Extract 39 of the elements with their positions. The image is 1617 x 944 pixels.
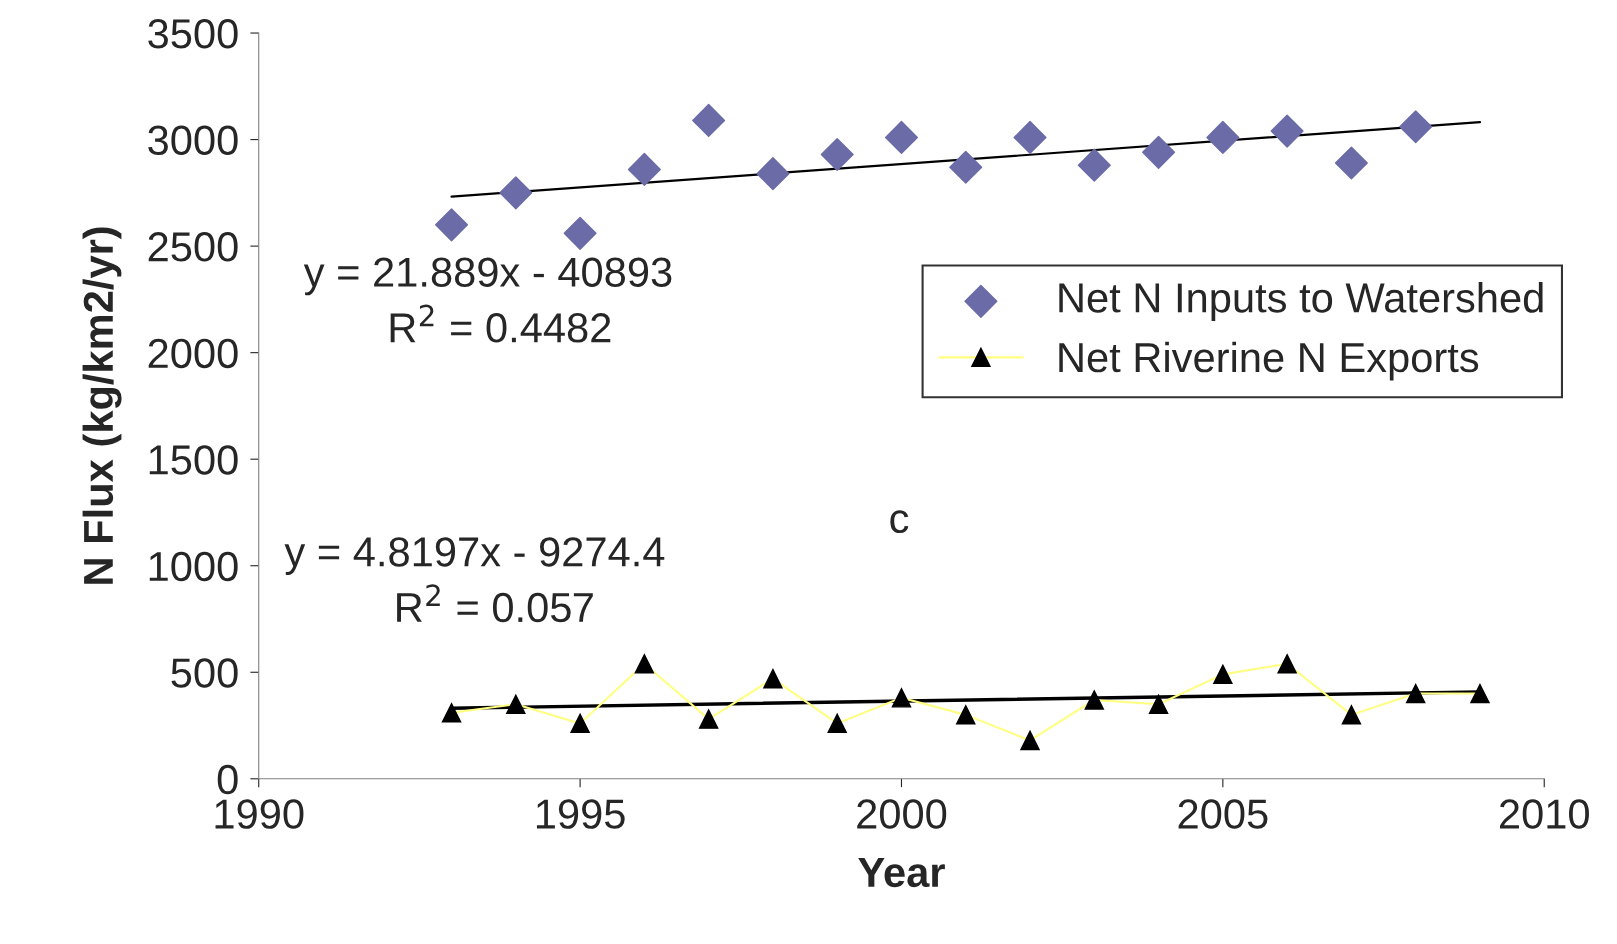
x-tick-label: 1995 xyxy=(536,799,625,829)
point xyxy=(1077,148,1111,182)
annotation: c xyxy=(890,510,909,534)
x-axis-title: Year xyxy=(858,858,945,888)
point xyxy=(692,103,726,137)
point xyxy=(1206,120,1240,154)
x-tick-label: 2005 xyxy=(1178,799,1268,829)
annotation: R$^{2}$ = 0.4482 xyxy=(390,304,611,343)
legend-label: Net Riverine N Exports xyxy=(1059,341,1479,381)
point xyxy=(627,152,661,186)
point xyxy=(756,157,790,191)
point xyxy=(1142,135,1176,169)
y-tick-label: 3000 xyxy=(148,125,238,156)
point xyxy=(435,208,469,242)
y-tick-label: 500 xyxy=(171,658,238,688)
y-tick-label: 2000 xyxy=(148,338,238,369)
y-tick-label: 3500 xyxy=(148,19,238,49)
point xyxy=(820,137,854,172)
y-tick-label: 1500 xyxy=(149,445,238,475)
point xyxy=(1270,114,1304,148)
point xyxy=(499,176,533,210)
annotation: R$^{2}$ = 0.057 xyxy=(397,584,593,623)
x-tick-label: 2000 xyxy=(857,799,947,829)
point xyxy=(1399,110,1433,144)
point xyxy=(949,150,983,184)
x-tick-label: 1990 xyxy=(215,799,304,829)
legend-label: Net N Inputs to Watershed xyxy=(1059,282,1543,321)
y-tick-label: 0 xyxy=(217,764,238,795)
point xyxy=(1470,683,1490,704)
point xyxy=(884,120,919,154)
y-tick-label: 1000 xyxy=(149,551,238,582)
annotation: y = 4.8197x - 9274.4 xyxy=(284,537,665,575)
point xyxy=(563,216,597,250)
annotation: y = 21.889x - 40893 xyxy=(303,257,672,296)
y-axis-title: N Flux (kg/km2/yr) xyxy=(82,227,122,584)
point xyxy=(1013,120,1047,154)
point xyxy=(1334,146,1368,180)
y-tick-label: 2500 xyxy=(148,232,238,262)
x-tick-label: 2010 xyxy=(1499,799,1589,829)
